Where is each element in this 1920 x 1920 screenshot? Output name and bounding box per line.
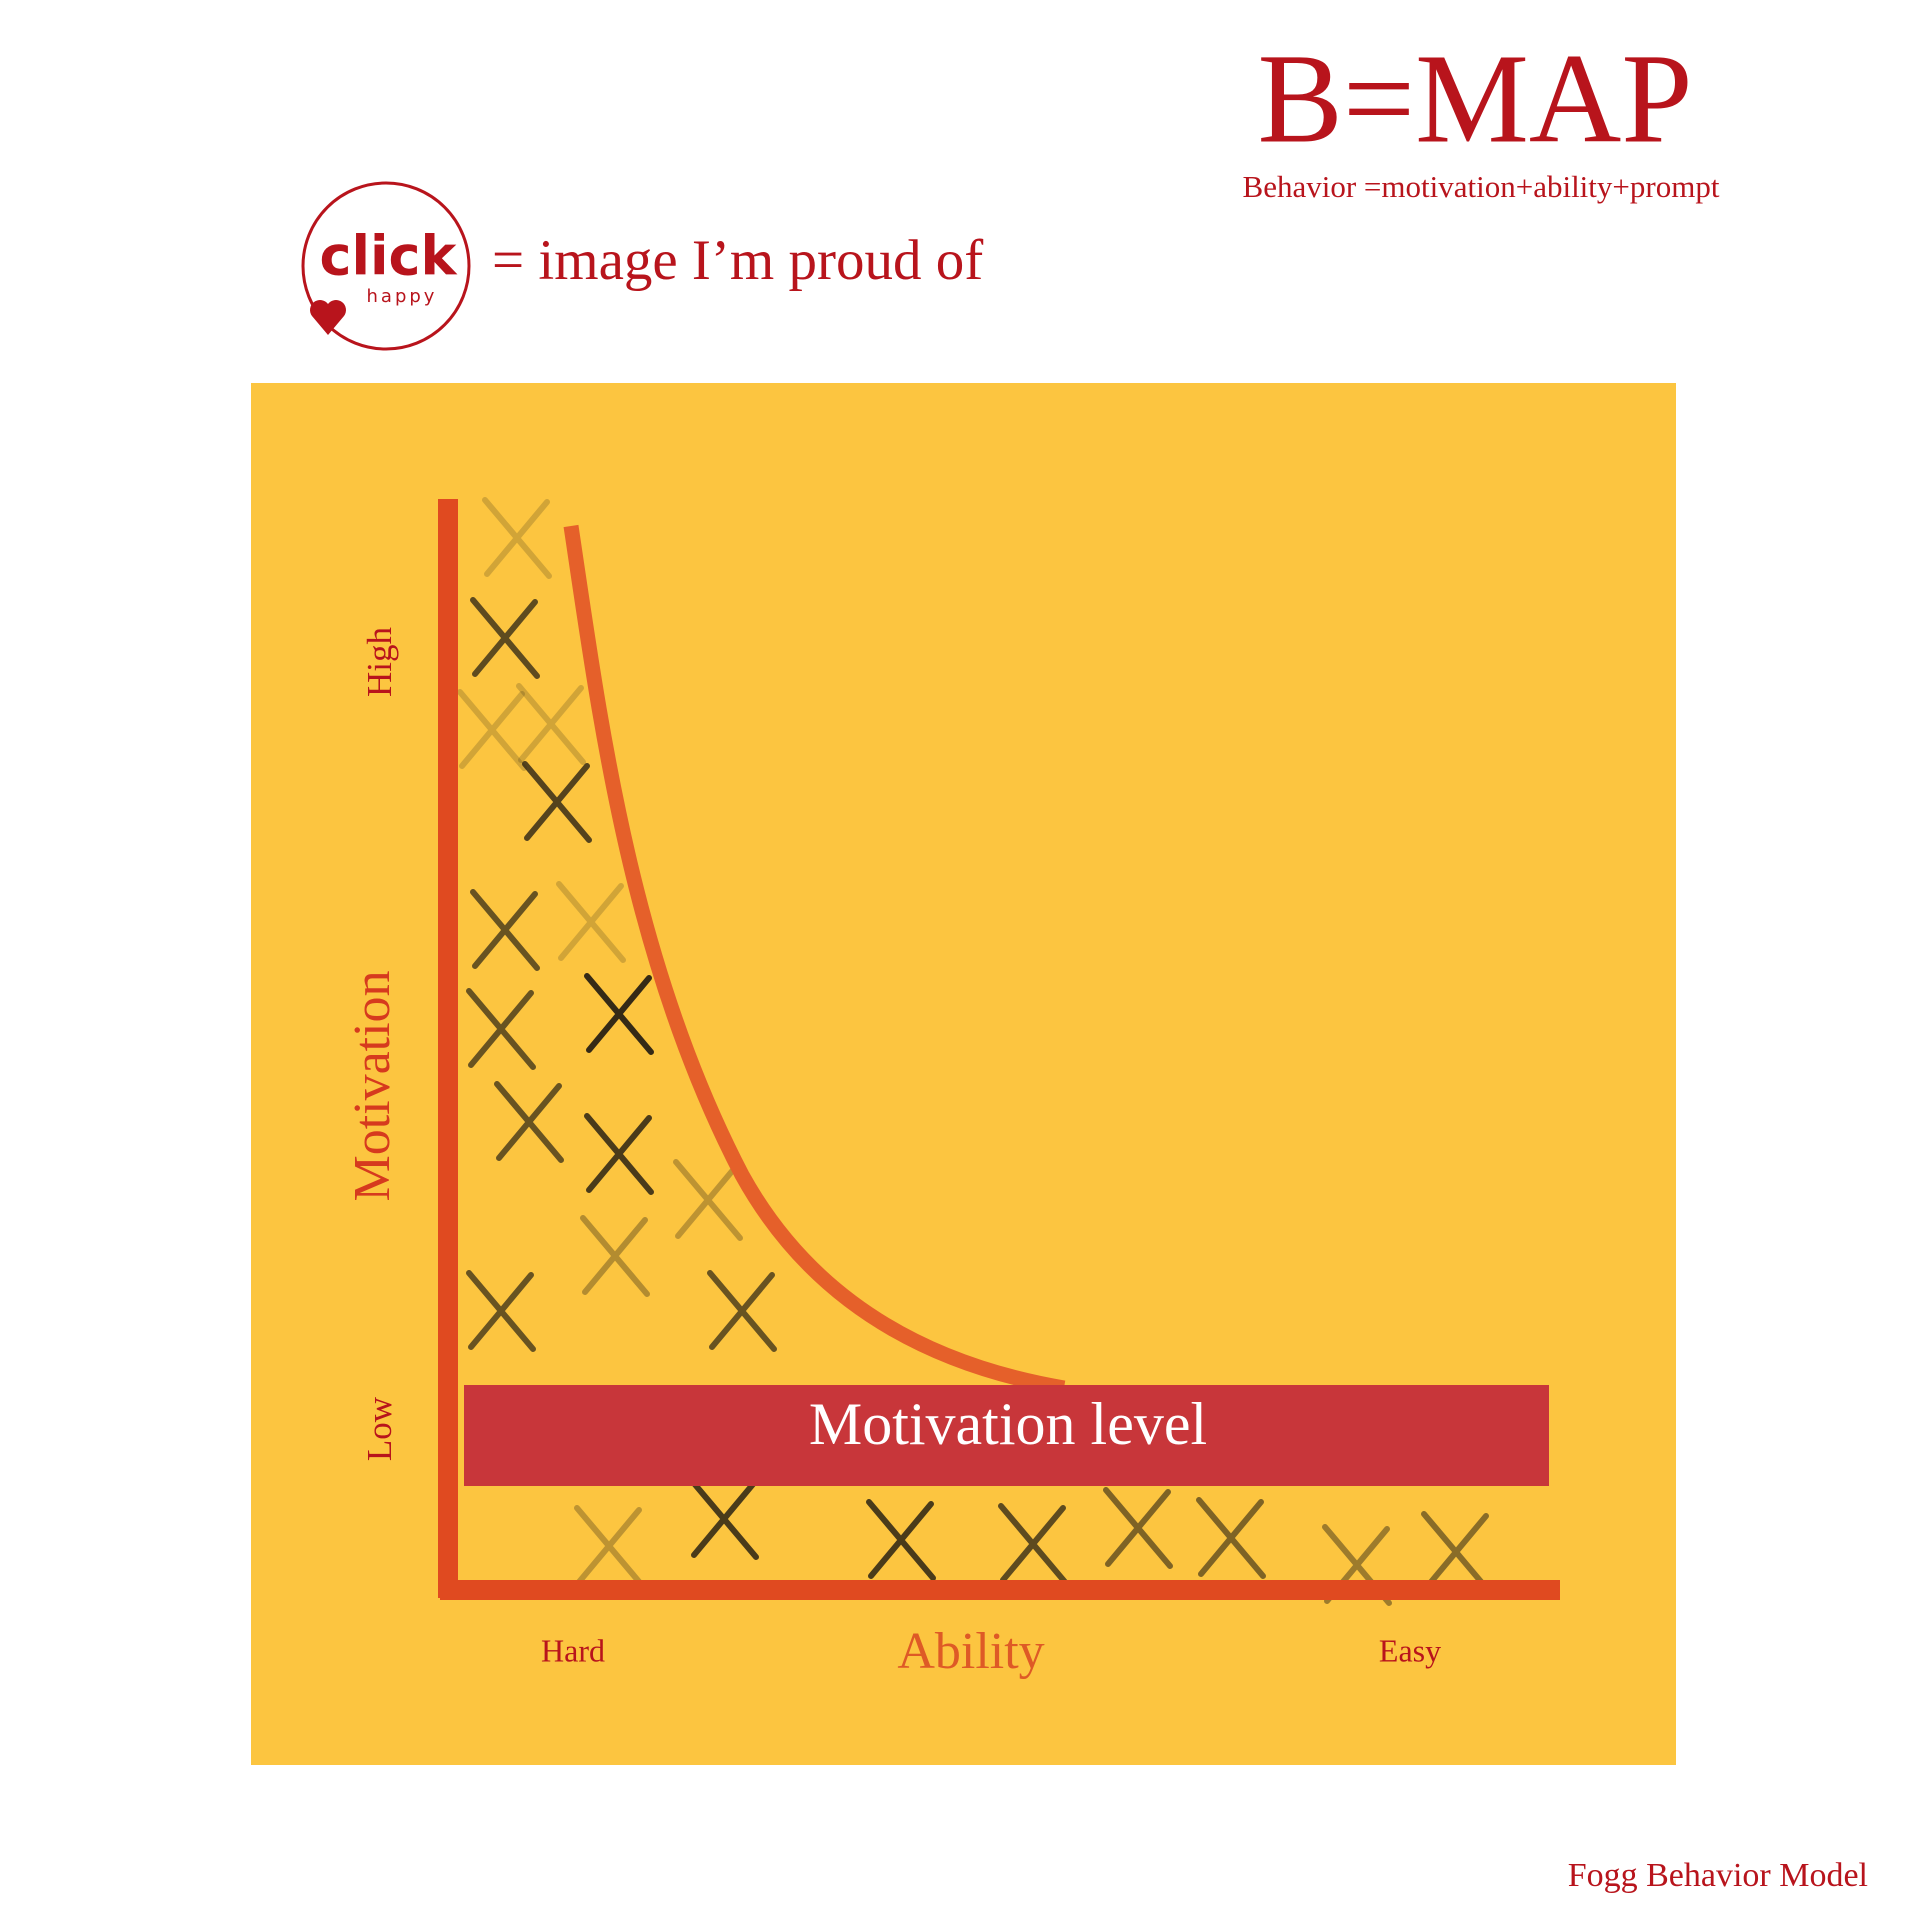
- title: B=MAP: [1258, 27, 1693, 169]
- y-axis-label: Motivation: [344, 970, 401, 1201]
- x-mark: [1196, 1497, 1266, 1579]
- x-mark: [584, 973, 654, 1055]
- heart: [310, 300, 346, 335]
- x-mark: [574, 1505, 644, 1587]
- x-mark: [1421, 1511, 1491, 1593]
- x-mark: [522, 761, 592, 843]
- x-hard: Hard: [541, 1632, 605, 1668]
- logo-sub: happy: [367, 286, 438, 307]
- logo-main: click: [320, 225, 458, 288]
- x-mark: [998, 1503, 1068, 1585]
- x-marks: [457, 497, 1491, 1606]
- x-axis-label: Ability: [897, 1623, 1044, 1680]
- logo-ring: [301, 181, 471, 351]
- x-mark: [673, 1159, 743, 1241]
- x-mark: [470, 597, 540, 679]
- x-mark: [584, 1113, 654, 1195]
- x-easy: Easy: [1379, 1632, 1441, 1668]
- x-mark: [1103, 1487, 1173, 1569]
- x-mark: [466, 988, 536, 1070]
- x-mark: [556, 881, 626, 963]
- band-label: Motivation level: [809, 1391, 1207, 1457]
- band: [464, 1385, 1549, 1486]
- action-line: [563, 524, 1066, 1396]
- y-low: Low: [360, 1396, 399, 1461]
- x-mark: [516, 683, 586, 765]
- y-high: High: [360, 627, 399, 698]
- subtitle: Behavior =motivation+ability+prompt: [1243, 169, 1720, 204]
- x-mark: [470, 889, 540, 971]
- x-mark: [482, 497, 552, 579]
- footer-credit: Fogg Behavior Model: [1568, 1857, 1868, 1894]
- x-mark: [580, 1215, 650, 1297]
- x-mark: [494, 1081, 564, 1163]
- x-mark: [707, 1270, 777, 1352]
- x-mark: [866, 1499, 936, 1581]
- caption: = image I’m proud of: [492, 229, 983, 292]
- x-mark: [689, 1478, 759, 1560]
- x-mark: [457, 689, 527, 771]
- x-mark: [466, 1270, 536, 1352]
